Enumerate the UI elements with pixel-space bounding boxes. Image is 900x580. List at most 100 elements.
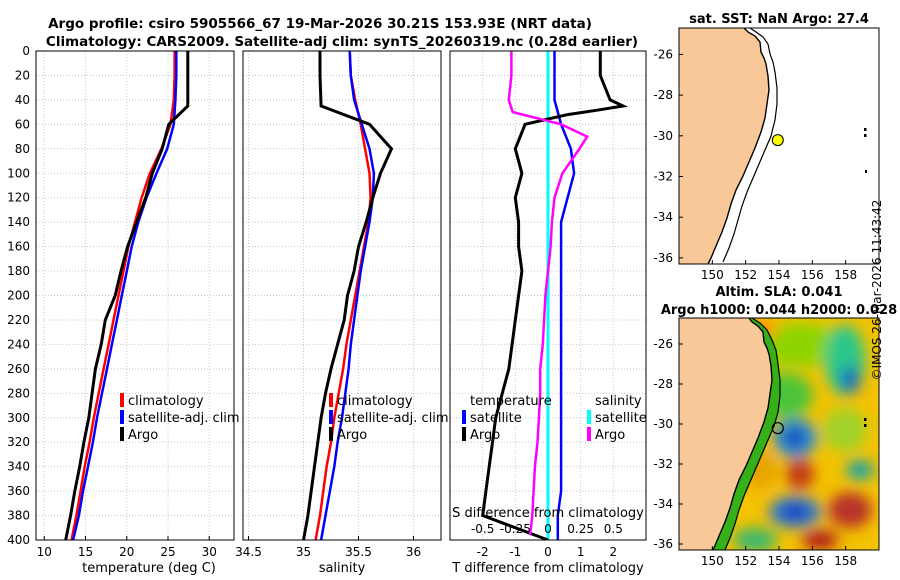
top-x-tick-label: -0.5 — [471, 522, 494, 536]
legend-climatology-swatch — [329, 393, 333, 407]
y-tick-label: 40 — [15, 93, 30, 107]
x-tick-label: 30 — [202, 545, 217, 559]
temperature-x-axis: 10 15 20 25 30 — [37, 536, 217, 559]
temperature-satellite-diff-line — [553, 51, 576, 540]
y-tick-label: 240 — [7, 337, 30, 351]
map-x-tick-label: 154 — [768, 268, 791, 282]
sla-blob — [823, 408, 867, 452]
map-y-tick-label: -26 — [653, 337, 673, 351]
y-tick-label: 180 — [7, 264, 30, 278]
x-tick-label: 15 — [78, 545, 93, 559]
sst-map-title: sat. SST: NaN Argo: 27.4 — [689, 12, 869, 27]
salinity-difference-x-axis: -0.5 -0.25 0 0.25 0.5 — [471, 522, 623, 536]
sla-blob — [783, 504, 807, 520]
y-tick-label: 220 — [7, 313, 30, 327]
legend-temperature-heading: temperature — [470, 394, 552, 409]
x-tick-label: 36 — [406, 545, 421, 559]
top-x-tick-label: -0.25 — [500, 522, 531, 536]
y-tick-label: 80 — [15, 142, 30, 156]
legend-s-satellite-swatch — [587, 410, 591, 424]
salinity-legend: climatology satellite-adj. clim Argo — [329, 393, 449, 443]
sla-blob — [828, 492, 872, 528]
temperature-xlabel: temperature (deg C) — [82, 561, 216, 576]
y-tick-label: 300 — [7, 411, 30, 425]
y-tick-label: 400 — [7, 533, 30, 547]
argo-position-marker — [771, 134, 784, 147]
legend-salinity-heading: salinity — [595, 394, 642, 409]
altimetry-land — [679, 318, 772, 550]
temperature-difference-x-axis: -2 -1 0 1 2 — [477, 545, 617, 559]
altimetry-coastline — [711, 318, 773, 550]
legend-argo-label: Argo — [337, 428, 367, 443]
difference-axes-box — [449, 50, 647, 541]
map-x-tick-label: 158 — [834, 268, 857, 282]
difference-panel: -2 -1 0 1 2 T difference from climatology S … — [449, 50, 647, 576]
map-x-tick-label: 152 — [734, 554, 757, 568]
figure-title-line2: Climatology: CARS2009. Satellite-adj cli… — [46, 34, 638, 50]
sla-blob — [785, 429, 805, 447]
difference-top-xlabel: S difference from climatology — [452, 506, 644, 521]
salinity-x-axis: 34.5 35 35.5 36 — [235, 536, 421, 559]
x-tick-label: 25 — [160, 545, 175, 559]
x-tick-label: -2 — [477, 545, 489, 559]
salinity-axes-box — [242, 50, 442, 541]
map-y-tick-label: -26 — [653, 47, 673, 61]
legend-climatology-label: climatology — [128, 394, 204, 409]
map-y-tick-label: -34 — [653, 210, 673, 224]
y-tick-label: 160 — [7, 240, 30, 254]
sla-blob — [786, 458, 814, 490]
sla-field — [733, 320, 874, 550]
sst-land — [679, 28, 769, 264]
legend-s-argo-label: Argo — [595, 428, 625, 443]
temperature-panel: 0 20 40 60 80 100 120 140 160 180 200 220 240 260 280 3… — [7, 44, 240, 576]
altimetry-map-axes: 150 152 154 156 158 -26 -28 -30 -32 -34 -36 — [653, 337, 857, 568]
x-tick-label: 10 — [37, 545, 52, 559]
map-y-tick-label: -36 — [653, 251, 673, 265]
altimetry-shelf-contour — [724, 318, 781, 550]
salinity-panel: 34.5 35 35.5 36 salinity climatology satell… — [235, 50, 449, 576]
temperature-axes-box — [35, 50, 235, 541]
legend-t-satellite-label: satellite — [470, 411, 522, 426]
map-x-tick-label: 152 — [734, 268, 757, 282]
sst-shelf-contour — [722, 28, 778, 263]
difference-xlabel: T difference from climatology — [451, 561, 644, 576]
x-tick-label: 35 — [296, 545, 311, 559]
salinity-grid — [243, 50, 441, 541]
map-y-tick-label: -30 — [653, 417, 673, 431]
salinity-argo-line — [302, 51, 394, 540]
salinity-xlabel: salinity — [319, 561, 366, 576]
legend-argo-label: Argo — [128, 428, 158, 443]
map-y-tick-label: -34 — [653, 497, 673, 511]
salinity-climatology-line — [314, 51, 372, 540]
y-tick-label: 120 — [7, 191, 30, 205]
top-x-tick-label: 0 — [544, 522, 552, 536]
temperature-grid — [36, 50, 234, 541]
depth-axis: 0 20 40 60 80 100 120 140 160 180 200 220 240 260 280 3… — [7, 44, 30, 547]
sla-blob — [840, 366, 860, 394]
map-y-tick-label: -28 — [653, 377, 673, 391]
argo-position-marker — [771, 422, 784, 435]
legend-climatology-swatch — [120, 393, 124, 407]
sst-island-marker — [864, 128, 867, 131]
map-x-tick-label: 156 — [801, 268, 824, 282]
legend-t-satellite-swatch — [462, 410, 466, 424]
altimetry-title-line2: Argo h1000: 0.044 h2000: 0.028 — [661, 303, 897, 318]
map-y-tick-label: -30 — [653, 129, 673, 143]
y-tick-label: 100 — [7, 166, 30, 180]
map-x-tick-label: 158 — [834, 554, 857, 568]
y-tick-label: 280 — [7, 386, 30, 400]
x-tick-label: -1 — [509, 545, 521, 559]
sst-map-axes: 150 152 154 156 158 -26 -28 -30 -32 -34 -36 — [653, 47, 857, 282]
altimetry-title-line1: Altim. SLA: 0.041 — [716, 285, 843, 300]
legend-satellite-swatch — [329, 410, 333, 424]
temperature-satellite-line — [71, 51, 178, 540]
x-tick-label: 35.5 — [345, 545, 372, 559]
altimetry-island-marker — [864, 424, 867, 427]
legend-s-argo-swatch — [587, 427, 591, 441]
map-y-tick-label: -32 — [653, 457, 673, 471]
figure-title-line1: Argo profile: csiro 5905566_67 19-Mar-20… — [48, 16, 592, 32]
sla-blob — [802, 530, 838, 550]
legend-t-argo-label: Argo — [470, 428, 500, 443]
y-tick-label: 380 — [7, 509, 30, 523]
